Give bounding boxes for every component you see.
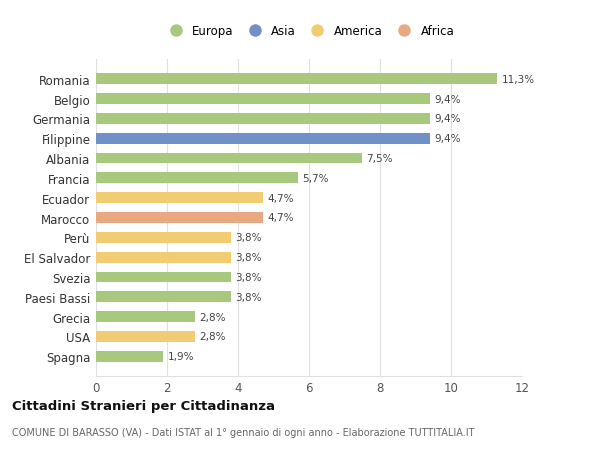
- Bar: [96, 114, 430, 124]
- Bar: [96, 292, 231, 302]
- Text: 9,4%: 9,4%: [434, 114, 460, 124]
- Bar: [96, 213, 263, 224]
- Text: 3,8%: 3,8%: [235, 272, 262, 282]
- Text: 5,7%: 5,7%: [302, 174, 329, 184]
- Bar: [96, 74, 497, 85]
- Bar: [96, 252, 231, 263]
- Text: Cittadini Stranieri per Cittadinanza: Cittadini Stranieri per Cittadinanza: [12, 399, 275, 412]
- Text: 1,9%: 1,9%: [168, 352, 194, 362]
- Bar: [96, 351, 163, 362]
- Bar: [96, 94, 430, 105]
- Bar: [96, 331, 196, 342]
- Text: 4,7%: 4,7%: [267, 213, 293, 223]
- Text: 3,8%: 3,8%: [235, 233, 262, 243]
- Bar: [96, 272, 231, 283]
- Legend: Europa, Asia, America, Africa: Europa, Asia, America, Africa: [160, 21, 458, 41]
- Bar: [96, 153, 362, 164]
- Text: COMUNE DI BARASSO (VA) - Dati ISTAT al 1° gennaio di ogni anno - Elaborazione TU: COMUNE DI BARASSO (VA) - Dati ISTAT al 1…: [12, 427, 475, 437]
- Text: 9,4%: 9,4%: [434, 94, 460, 104]
- Text: 7,5%: 7,5%: [367, 154, 393, 164]
- Bar: [96, 193, 263, 204]
- Text: 2,8%: 2,8%: [200, 312, 226, 322]
- Text: 4,7%: 4,7%: [267, 193, 293, 203]
- Bar: [96, 173, 298, 184]
- Text: 2,8%: 2,8%: [200, 332, 226, 342]
- Text: 11,3%: 11,3%: [502, 74, 535, 84]
- Text: 3,8%: 3,8%: [235, 252, 262, 263]
- Text: 3,8%: 3,8%: [235, 292, 262, 302]
- Bar: [96, 232, 231, 243]
- Bar: [96, 312, 196, 322]
- Text: 9,4%: 9,4%: [434, 134, 460, 144]
- Bar: [96, 134, 430, 144]
